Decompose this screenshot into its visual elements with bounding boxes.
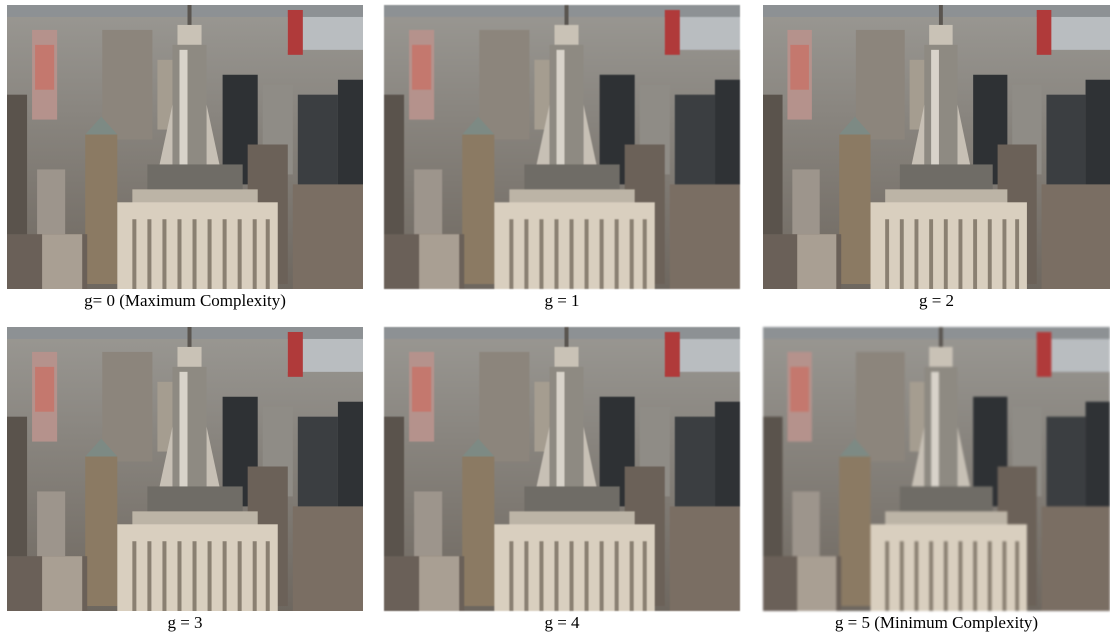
panel: g = 4 [384,327,740,633]
caption: g = 1 [544,291,580,310]
caption: g = 5 (Minimum Complexity) [834,613,1039,632]
panel: g = 1 [384,5,740,311]
caption: g= 0 (Maximum Complexity) [84,291,286,310]
panel-image [7,5,363,289]
panel: g = 5 (Minimum Complexity) [763,327,1110,633]
caption: g = 2 [918,291,955,310]
caption: g = 3 [167,613,203,632]
panel-image [7,327,363,611]
panel-image [384,327,740,611]
panel-image [384,5,740,289]
panel: g= 0 (Maximum Complexity) [7,5,363,311]
panel-image [763,327,1110,611]
panel: g = 2 [763,5,1110,311]
caption: g = 4 [544,613,580,632]
panel: g = 3 [7,327,363,633]
panel-image [763,5,1110,289]
